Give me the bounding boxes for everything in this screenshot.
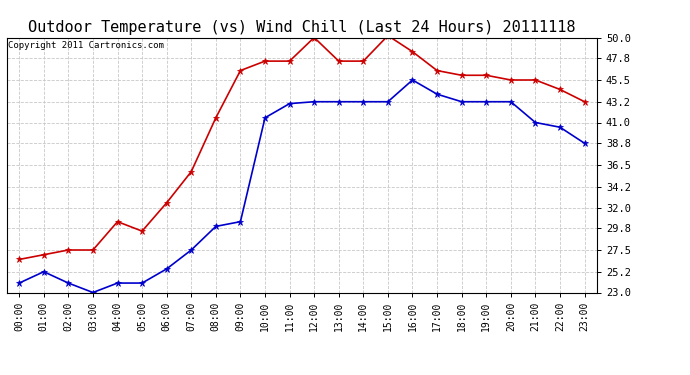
- Text: Copyright 2011 Cartronics.com: Copyright 2011 Cartronics.com: [8, 41, 164, 50]
- Title: Outdoor Temperature (vs) Wind Chill (Last 24 Hours) 20111118: Outdoor Temperature (vs) Wind Chill (Las…: [28, 20, 575, 35]
